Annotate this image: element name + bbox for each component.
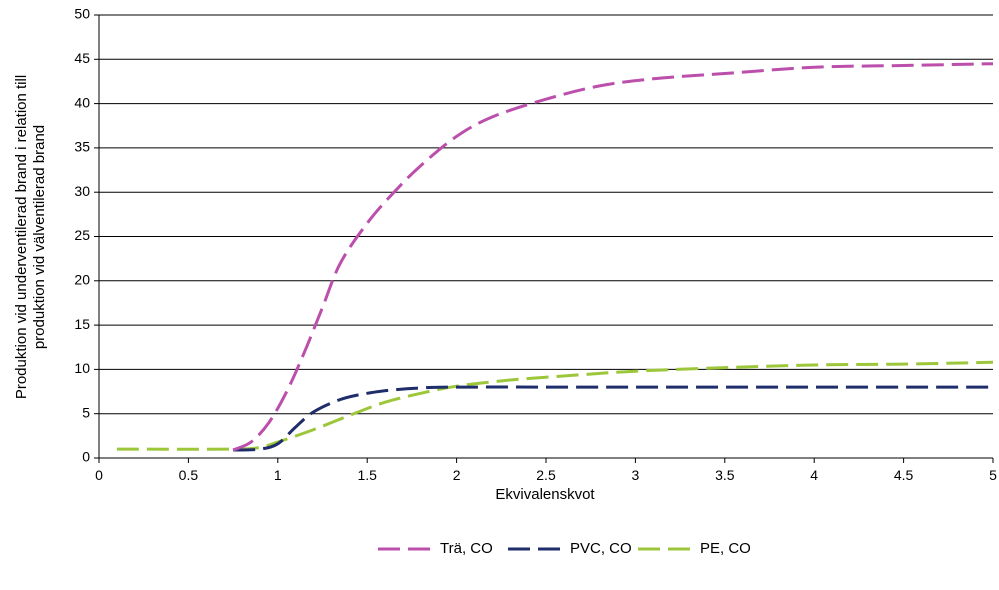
x-tick-label: 0.5 — [179, 467, 199, 483]
gridlines — [99, 14, 993, 415]
y-axis-title: Produktion vid underventilerad brand i r… — [13, 75, 48, 399]
y-tick-label: 40 — [74, 94, 90, 110]
legend-label-tr-co: Trä, CO — [440, 540, 493, 557]
x-tick-label: 3 — [632, 467, 640, 483]
x-tick-label: 5 — [989, 467, 997, 483]
y-tick-label: 45 — [74, 50, 90, 66]
tick-labels: 0 5 10 15 20 25 30 35 40 45 50 0 0.5 1 1.5 2 2.5 3 3.5 4 4.5… — [74, 6, 997, 483]
x-tick-label: 1 — [274, 467, 282, 483]
y-tick-label: 25 — [74, 227, 90, 243]
y-tick-label: 10 — [74, 360, 90, 376]
axes — [94, 14, 994, 463]
x-tick-label: 2.5 — [536, 467, 556, 483]
y-tick-label: 20 — [74, 272, 90, 288]
series-line-pvc-co — [233, 385, 993, 452]
y-tick-label: 35 — [74, 139, 90, 155]
x-tick-label: 4.5 — [894, 467, 914, 483]
y-tick-label: 0 — [82, 449, 90, 465]
x-tick-label: 1.5 — [357, 467, 377, 483]
x-tick-label: 2 — [453, 467, 461, 483]
series-line-tr-co — [232, 62, 994, 452]
legend-label-pe-co: PE, CO — [700, 540, 751, 557]
y-tick-label: 15 — [74, 316, 90, 332]
legend: Trä, CO PVC, CO PE, CO — [378, 540, 751, 557]
y-tick-label: 30 — [74, 183, 90, 199]
x-tick-label: 4 — [810, 467, 818, 483]
x-axis-title: Ekvivalenskvot — [495, 486, 595, 503]
series-line-pe-co — [116, 360, 994, 451]
y-axis-title-line2: produktion vid välventilerad brand — [31, 125, 48, 349]
x-tick-label: 3.5 — [715, 467, 735, 483]
y-tick-label: 5 — [82, 404, 90, 420]
legend-label-pvc-co: PVC, CO — [570, 540, 632, 557]
x-tick-label: 0 — [95, 467, 103, 483]
y-tick-label: 50 — [74, 6, 90, 22]
series-lines — [116, 62, 994, 452]
y-axis-title-line1: Produktion vid underventilerad brand i r… — [13, 75, 30, 399]
